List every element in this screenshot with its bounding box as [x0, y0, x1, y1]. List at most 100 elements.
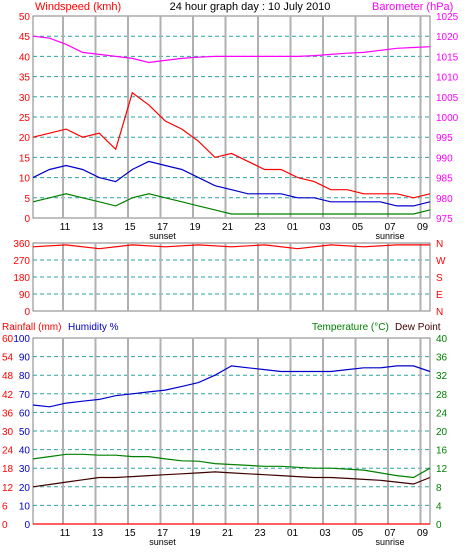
y-tick-label: 0 — [24, 214, 30, 225]
x-tick-label: 13 — [92, 528, 104, 539]
y-tick-label-rain: 54 — [2, 353, 14, 364]
y-tick-label: 30 — [19, 93, 31, 104]
y-tick-label: 70 — [19, 390, 31, 401]
x-tick-label: 21 — [222, 222, 234, 233]
x-tick-label: 23 — [254, 222, 266, 233]
y2-tick-label: 32 — [436, 371, 448, 382]
y-tick-label: 270 — [13, 256, 30, 267]
series-barometer — [32, 35, 431, 64]
sunrise-marker: sunrise — [375, 231, 404, 241]
temperature-label: Temperature (°C) — [312, 322, 389, 333]
series-average — [32, 160, 431, 207]
x-tick-label: 15 — [124, 528, 136, 539]
humidity-label: Humidity % — [68, 322, 119, 333]
y2-tick-label: 980 — [436, 194, 453, 205]
y-tick-label: 180 — [13, 273, 30, 284]
x-tick-label: 05 — [352, 528, 364, 539]
y-tick-label-rain: 6 — [2, 501, 8, 512]
rainfall-label: Rainfall (mm) — [2, 322, 61, 333]
y2-tick-label: 12 — [436, 464, 448, 475]
y2-tick-label: N — [436, 239, 443, 250]
x-tick-label: 03 — [319, 528, 331, 539]
dewpoint-label: Dew Point — [395, 322, 441, 333]
series-temperature — [32, 453, 431, 479]
y-tick-label: 0 — [24, 307, 30, 318]
series-minimum — [32, 193, 431, 215]
sunrise-marker: sunrise — [375, 537, 404, 547]
y-tick-label: 0 — [24, 520, 30, 531]
x-tick-label: 13 — [92, 222, 104, 233]
y-tick-label: 30 — [19, 464, 31, 475]
x-tick-label: 11 — [60, 528, 71, 539]
y2-tick-label: S — [436, 273, 443, 284]
series-dew-point — [32, 471, 431, 488]
y2-tick-label: 1015 — [436, 52, 459, 63]
series-humidity — [32, 365, 431, 408]
title: 24 hour graph day : 10 July 2010 — [170, 1, 331, 13]
y2-tick-label: 40 — [436, 334, 448, 345]
y-tick-label: 50 — [19, 12, 31, 23]
y2-tick-label: 24 — [436, 408, 448, 419]
humidity-temperature-panel: 0102030405060708090100048121620242832364… — [2, 334, 448, 547]
y2-tick-label: E — [436, 290, 443, 301]
y-tick-label: 35 — [19, 73, 31, 84]
y2-tick-label: 8 — [436, 483, 442, 494]
y-tick-label: 90 — [19, 353, 31, 364]
x-tick-label: 19 — [189, 528, 201, 539]
y2-tick-label: 990 — [436, 153, 453, 164]
y-tick-label-rain: 60 — [2, 334, 14, 345]
y2-tick-label: N — [436, 307, 443, 318]
windspeed-label: Windspeed (kmh) — [35, 1, 121, 13]
y-tick-label-rain: 18 — [2, 464, 14, 475]
y-tick-label: 10 — [19, 501, 31, 512]
y2-tick-label: 1010 — [436, 73, 459, 84]
wind-barometer-panel: 0510152025303540455097598098599099510001… — [19, 12, 459, 241]
x-tick-label: 03 — [319, 222, 331, 233]
y-tick-label-rain: 12 — [2, 483, 14, 494]
y-tick-label-rain: 0 — [2, 520, 8, 531]
x-tick-label: 17 — [157, 528, 169, 539]
x-tick-label: 19 — [189, 222, 201, 233]
sunset-marker: sunset — [149, 231, 176, 241]
x-tick-label: 23 — [254, 528, 266, 539]
y2-tick-label: 1020 — [436, 32, 459, 43]
y2-tick-label: 4 — [436, 501, 442, 512]
barometer-label: Barometer (hPa) — [372, 1, 453, 13]
series-gust — [32, 91, 431, 199]
header-labels: 24 hour graph day : 10 July 2010 Windspe… — [2, 1, 453, 333]
y2-tick-label: 1025 — [436, 12, 459, 23]
x-tick-label: 21 — [222, 528, 234, 539]
y-tick-label: 90 — [19, 290, 31, 301]
y2-tick-label: 995 — [436, 133, 453, 144]
y-tick-label: 45 — [19, 32, 31, 43]
x-tick-label: 05 — [352, 222, 364, 233]
x-tick-label: 17 — [157, 222, 169, 233]
y-tick-label: 40 — [19, 52, 31, 63]
y-tick-label: 360 — [13, 239, 30, 250]
y-tick-label: 50 — [19, 427, 31, 438]
y2-tick-label: 985 — [436, 174, 453, 185]
y2-tick-label: 975 — [436, 214, 453, 225]
y2-tick-label: 20 — [436, 427, 448, 438]
y-tick-label: 20 — [19, 133, 31, 144]
x-tick-label: 15 — [124, 222, 136, 233]
x-tick-label: 07 — [384, 222, 396, 233]
y-tick-label: 40 — [19, 446, 31, 457]
y-tick-label: 25 — [19, 113, 31, 124]
x-tick-label: 01 — [287, 528, 299, 539]
y-tick-label: 60 — [19, 408, 31, 419]
y-tick-label-rain: 42 — [2, 390, 14, 401]
y2-tick-label: 0 — [436, 520, 442, 531]
sunset-marker: sunset — [149, 537, 176, 547]
y2-tick-label: 16 — [436, 446, 448, 457]
y-tick-label-rain: 30 — [2, 427, 14, 438]
y2-tick-label: 36 — [436, 353, 448, 364]
y2-tick-label: 28 — [436, 390, 448, 401]
y-tick-label: 10 — [19, 174, 31, 185]
x-tick-label: 07 — [384, 528, 396, 539]
y-tick-label: 80 — [19, 371, 31, 382]
series-direction — [32, 244, 430, 250]
